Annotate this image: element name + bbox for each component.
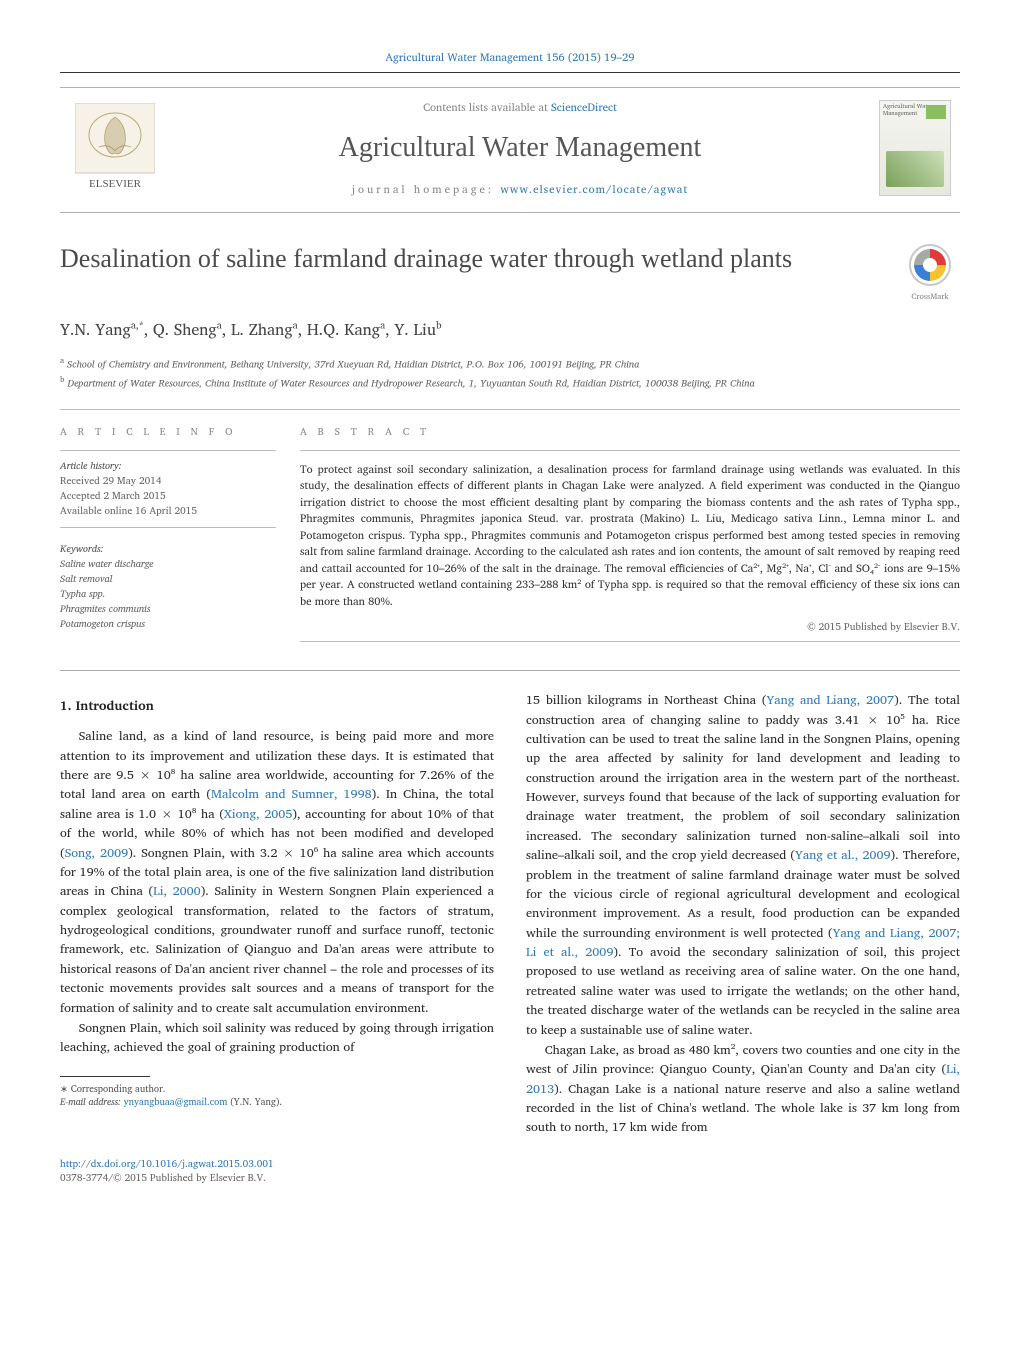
keyword: Salt removal [60,572,276,587]
crossmark-badge[interactable]: CrossMark [900,243,960,303]
running-head-journal: Agricultural Water Management [386,48,543,66]
title-row: Desalination of saline farmland drainage… [60,243,960,303]
keyword: Saline water discharge [60,557,276,572]
contents-available-line: Contents lists available at ScienceDirec… [170,98,870,116]
abstract-text: To protect against soil secondary salini… [300,461,960,610]
article-title: Desalination of saline farmland drainage… [60,243,882,276]
info-rule-2 [60,527,276,528]
email-label: E-mail address: [60,1095,121,1110]
doi-footer: http://dx.doi.org/10.1016/j.agwat.2015.0… [60,1157,960,1185]
abstract-rule [300,450,960,451]
cover-thumb-title: Agricultural Water Management [880,101,950,118]
abstract-copyright: © 2015 Published by Elsevier B.V. [300,619,960,635]
running-head-citation: 156 (2015) 19–29 [546,48,634,66]
keyword: Potamogeton crispus [60,617,276,632]
banner-center: Contents lists available at ScienceDirec… [170,98,870,198]
body-paragraph: Songnen Plain, which soil salinity was r… [60,1019,494,1058]
article-info-heading: A R T I C L E I N F O [60,424,276,440]
keyword: Typha spp. [60,587,276,602]
body-paragraph: 15 billion kilograms in Northeast China … [526,691,960,1040]
section-heading: 1. Introduction [60,695,494,715]
body-separator [60,670,960,671]
author-list: Y.N. Yanga,*, Q. Shenga, L. Zhanga, H.Q.… [60,317,960,343]
keyword: Phragmites communis [60,602,276,617]
abstract-rule-bottom [300,641,960,642]
running-head-link[interactable]: Agricultural Water Management 156 (2015)… [386,48,635,66]
svg-text:ELSEVIER: ELSEVIER [89,178,142,190]
body-paragraph: Saline land, as a kind of land resource,… [60,727,494,1018]
history-heading: Article history: [60,459,276,474]
body-paragraph: Chagan Lake, as broad as 480 km², covers… [526,1041,960,1138]
meta-block: A R T I C L E I N F O Article history: R… [60,409,960,643]
homepage-link[interactable]: www.elsevier.com/locate/agwat [500,180,688,198]
body-columns: 1. Introduction Saline land, as a kind o… [60,691,960,1139]
keywords-heading: Keywords: [60,542,276,557]
contents-prefix: Contents lists available at [423,98,551,116]
issn-line: 0378-3774/© 2015 Published by Elsevier B… [60,1170,266,1186]
running-head: Agricultural Water Management 156 (2015)… [60,48,960,66]
journal-banner: ELSEVIER Contents lists available at Sci… [60,87,960,213]
corr-email-link[interactable]: ynyangbuaa@gmail.com [124,1095,228,1110]
history-online: Available online 16 April 2015 [60,504,276,519]
crossmark-label: CrossMark [900,289,960,303]
affiliation-list: a School of Chemistry and Environment, B… [60,355,960,391]
affiliation: a School of Chemistry and Environment, B… [60,355,960,372]
journal-name: Agricultural Water Management [170,132,870,164]
homepage-line: journal homepage: www.elsevier.com/locat… [170,180,870,198]
article-info-column: A R T I C L E I N F O Article history: R… [60,424,300,643]
homepage-prefix: journal homepage: [352,180,500,198]
email-suffix: (Y.N. Yang). [230,1095,282,1110]
crossmark-icon [908,243,952,287]
history-received: Received 29 May 2014 [60,474,276,489]
abstract-column: A B S T R A C T To protect against soil … [300,424,960,643]
cover-thumb-slot: Agricultural Water Management [870,100,960,196]
elsevier-logo: ELSEVIER [75,103,155,193]
page: Agricultural Water Management 156 (2015)… [0,0,1020,1225]
affiliation: b Department of Water Resources, China I… [60,374,960,391]
top-rule [60,72,960,73]
info-rule [60,450,276,451]
corresponding-footnote: ∗ Corresponding author. E-mail address: … [60,1083,494,1110]
sciencedirect-link[interactable]: ScienceDirect [551,98,617,116]
journal-cover-thumb: Agricultural Water Management [879,100,951,196]
footnote-separator [60,1076,150,1077]
abstract-heading: A B S T R A C T [300,424,960,440]
publisher-logo-slot: ELSEVIER [60,103,170,193]
history-accepted: Accepted 2 March 2015 [60,489,276,504]
